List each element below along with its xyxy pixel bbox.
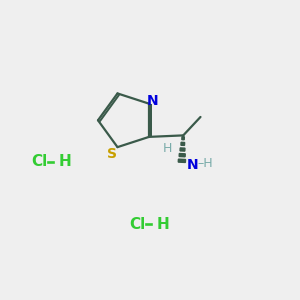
Polygon shape	[179, 154, 185, 157]
Text: N: N	[187, 158, 199, 172]
Text: H: H	[59, 154, 71, 169]
Text: –H: –H	[198, 158, 213, 170]
Text: Cl: Cl	[31, 154, 47, 169]
Polygon shape	[181, 142, 185, 146]
Polygon shape	[182, 137, 184, 140]
Polygon shape	[180, 148, 185, 151]
Text: N: N	[147, 94, 159, 108]
Polygon shape	[178, 159, 185, 163]
Text: S: S	[107, 147, 117, 161]
Text: Cl: Cl	[129, 217, 146, 232]
Text: H: H	[157, 217, 169, 232]
Text: H: H	[163, 142, 172, 155]
